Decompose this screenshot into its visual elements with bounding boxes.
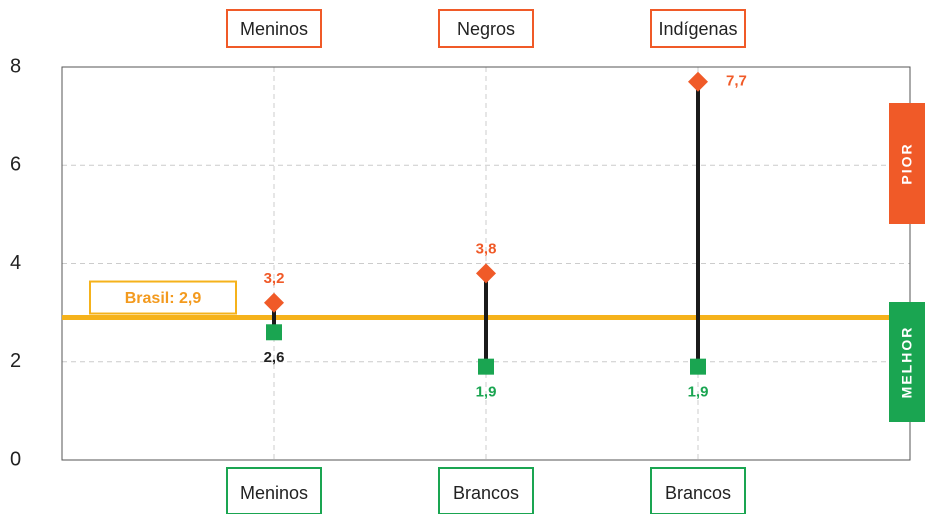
- y-tick-label: 8: [10, 55, 21, 77]
- value-label: 1,9: [476, 384, 497, 401]
- legend-label: PIOR: [899, 142, 915, 184]
- group-box: [650, 467, 746, 514]
- square-marker: [690, 358, 706, 375]
- group-box: [650, 9, 746, 48]
- group-box: [226, 9, 322, 48]
- legend-label: MELHOR: [899, 326, 915, 399]
- y-tick-label: 2: [10, 350, 21, 372]
- value-label: 3,2: [264, 270, 285, 287]
- y-tick-label: 6: [10, 154, 21, 176]
- group-label: Meninos: [240, 483, 308, 503]
- value-label: 3,8: [476, 240, 497, 257]
- reference-label: Brasil: 2,9: [125, 290, 202, 307]
- value-label: 1,9: [688, 384, 709, 401]
- group-box: [438, 467, 534, 514]
- value-label: 2,6: [264, 349, 285, 366]
- group-label: Brancos: [665, 483, 731, 503]
- reference-box: [89, 280, 237, 315]
- y-tick-label: 0: [10, 448, 21, 470]
- plot-frame: [61, 66, 911, 461]
- group-box: [438, 9, 534, 48]
- diamond-marker: [476, 263, 496, 284]
- diamond-marker: [688, 71, 708, 92]
- group-label: Negros: [457, 19, 515, 39]
- square-marker: [266, 324, 282, 341]
- y-tick-label: 4: [10, 252, 21, 274]
- legend-tag: [889, 302, 925, 422]
- square-marker: [478, 358, 494, 375]
- group-box: [226, 467, 322, 514]
- diamond-marker: [264, 292, 284, 313]
- legend-tag: [889, 103, 925, 224]
- group-label: Indígenas: [658, 19, 737, 39]
- group-label: Meninos: [240, 19, 308, 39]
- value-label: 7,7: [726, 73, 747, 90]
- group-label: Brancos: [453, 483, 519, 503]
